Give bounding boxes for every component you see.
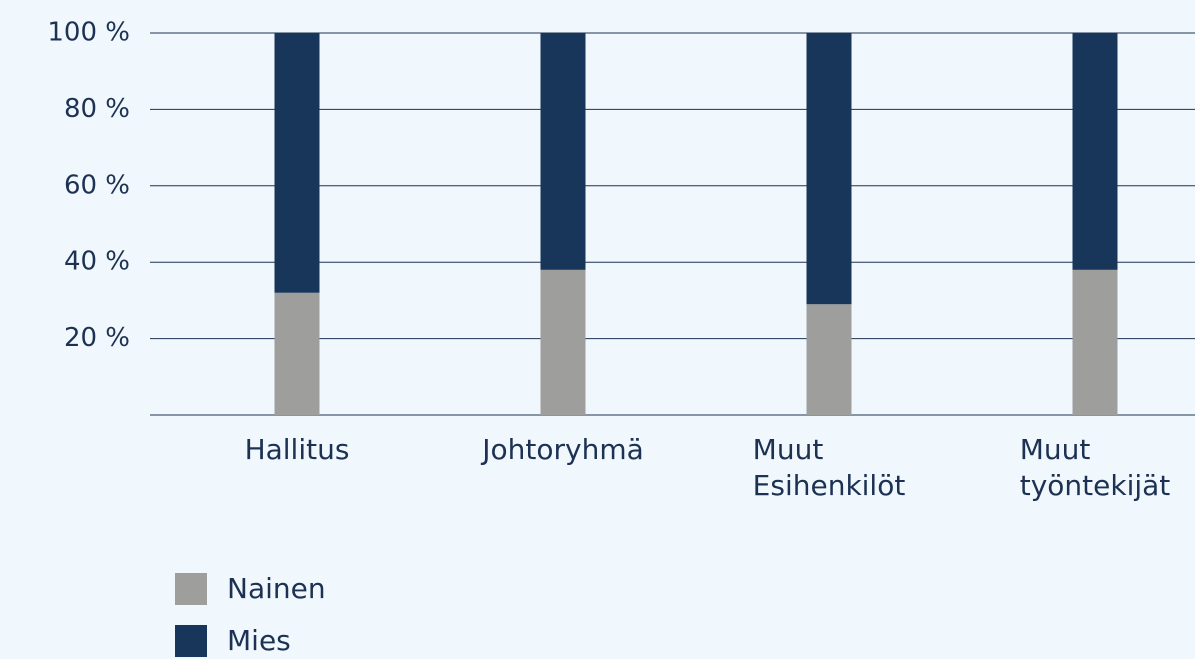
x-tick-label: Muut työntekijät (1019, 433, 1171, 502)
y-tick-label: 60 % (64, 170, 130, 200)
legend-swatch (175, 625, 207, 657)
y-tick-label: 40 % (64, 247, 130, 277)
x-tick-label: Muut Esihenkilöt (752, 433, 906, 502)
legend-label: Nainen (227, 572, 326, 605)
bar-segment (274, 292, 320, 415)
y-tick-label: 20 % (64, 323, 130, 353)
bar-segment (274, 33, 320, 293)
bar-segment (806, 33, 852, 305)
bar-segment (540, 269, 586, 415)
bar-segment (540, 33, 586, 270)
x-tick-label: Hallitus (244, 433, 350, 466)
legend-swatch (175, 573, 207, 605)
legend-label: Mies (227, 624, 291, 657)
y-tick-label: 100 % (47, 18, 130, 48)
bar-segment (1072, 269, 1118, 415)
x-tick-label: Johtoryhmä (482, 433, 644, 466)
bar-segment (806, 304, 852, 415)
bar-segment (1072, 33, 1118, 270)
y-tick-label: 80 % (64, 94, 130, 124)
